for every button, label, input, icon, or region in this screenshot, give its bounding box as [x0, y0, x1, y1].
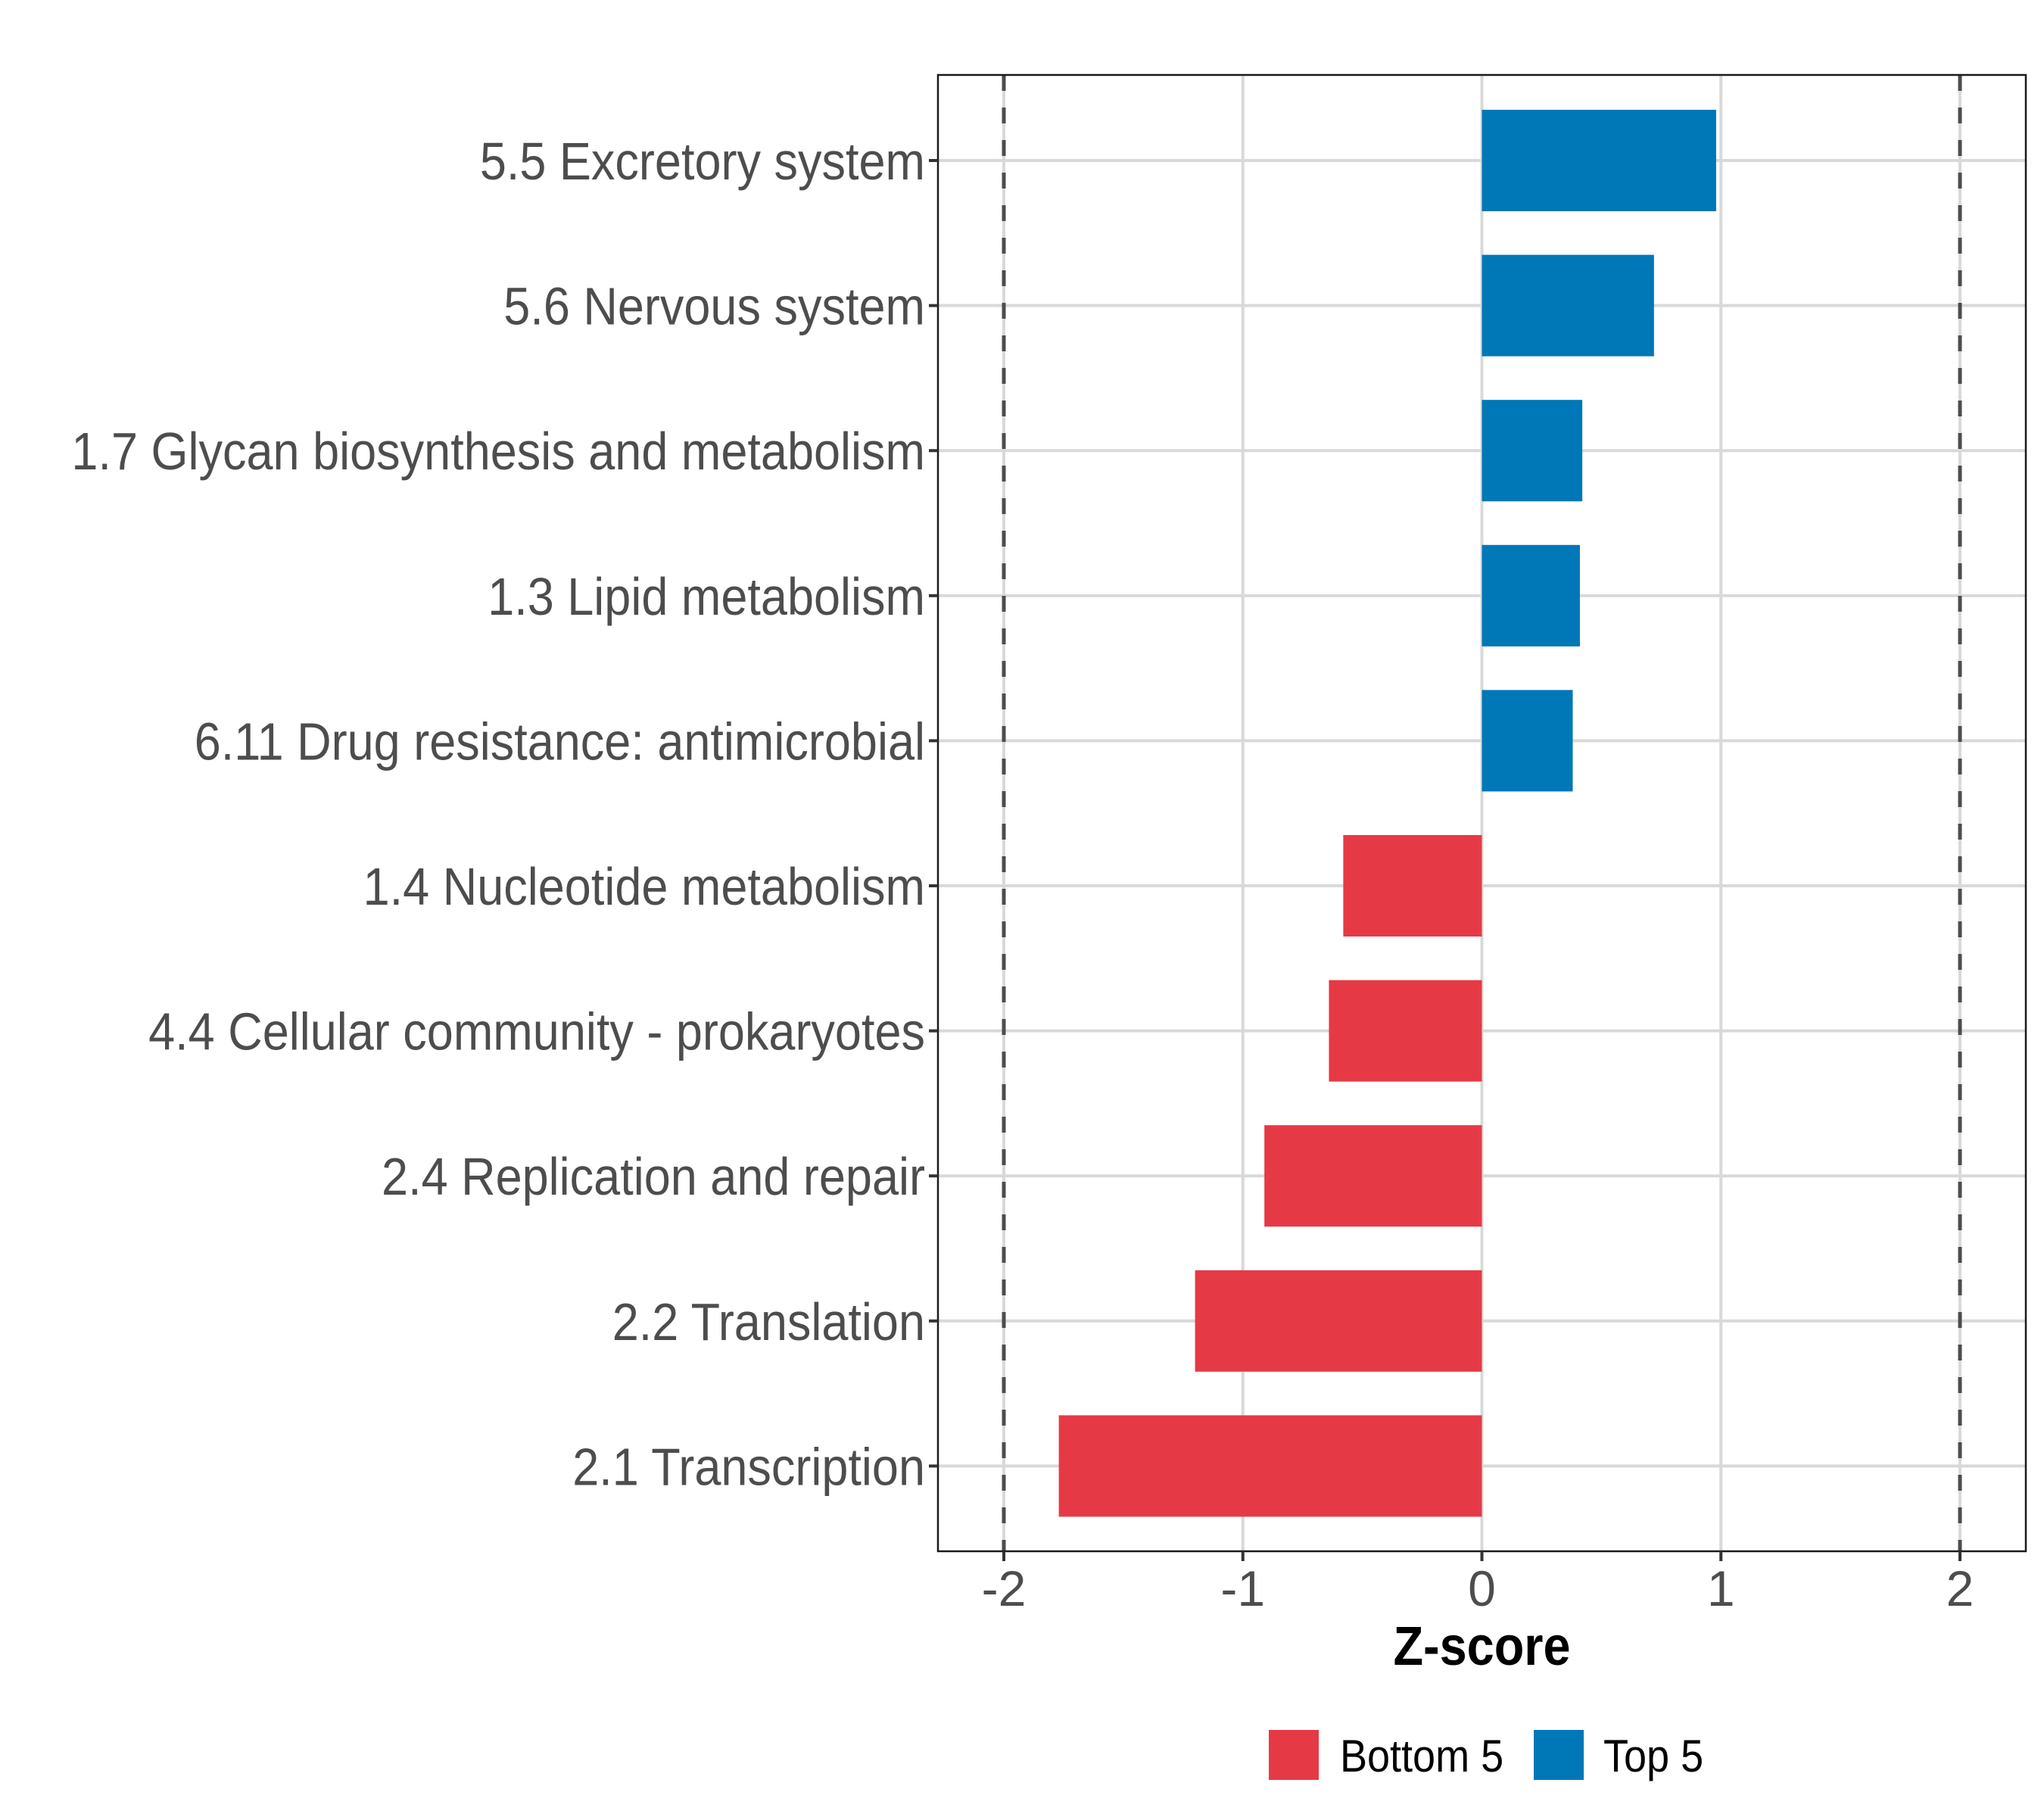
x-axis-title: Z-score	[1393, 1616, 1570, 1677]
y-tick-label: 6.11 Drug resistance: antimicrobial	[195, 712, 925, 771]
y-tick-label: 5.6 Nervous system	[503, 277, 925, 336]
bars	[1058, 110, 1716, 1517]
x-tick-label: 1	[1707, 1560, 1735, 1616]
bar	[1058, 1415, 1482, 1517]
x-tick-label: -1	[1220, 1560, 1265, 1616]
x-tick-label: 0	[1468, 1560, 1496, 1616]
y-tick-label: 4.4 Cellular community - prokaryotes	[148, 1002, 925, 1061]
bar	[1482, 690, 1573, 792]
y-tick-label: 1.4 Nucleotide metabolism	[363, 857, 925, 916]
y-tick-label: 2.4 Replication and repair	[382, 1147, 925, 1206]
bar	[1482, 110, 1716, 211]
x-tick-label: -2	[982, 1560, 1027, 1616]
legend-swatch-top-5	[1534, 1730, 1584, 1780]
x-axis: -2 -1 0 1 2	[982, 1551, 1974, 1616]
y-axis: 5.5 Excretory system 5.6 Nervous system 1.…	[71, 132, 938, 1496]
legend-label-bottom-5: Bottom 5	[1340, 1731, 1503, 1781]
legend-label-top-5: Top 5	[1603, 1731, 1703, 1781]
y-tick-label: 1.3 Lipid metabolism	[488, 567, 925, 626]
legend-swatch-bottom-5	[1269, 1730, 1319, 1780]
legend: Bottom 5 Top 5	[1269, 1730, 1703, 1781]
y-tick-label: 2.1 Transcription	[572, 1437, 925, 1496]
bar	[1343, 835, 1482, 937]
y-tick-label: 1.7 Glycan biosynthesis and metabolism	[71, 422, 925, 481]
bar	[1482, 544, 1580, 647]
y-tick-label: 2.2 Translation	[612, 1292, 925, 1351]
x-tick-label: 2	[1946, 1560, 1974, 1616]
bar	[1482, 254, 1654, 357]
bar	[1264, 1125, 1482, 1227]
bar	[1195, 1270, 1482, 1372]
y-tick-label: 5.5 Excretory system	[480, 132, 925, 191]
bar	[1482, 400, 1583, 502]
bar	[1329, 980, 1482, 1082]
